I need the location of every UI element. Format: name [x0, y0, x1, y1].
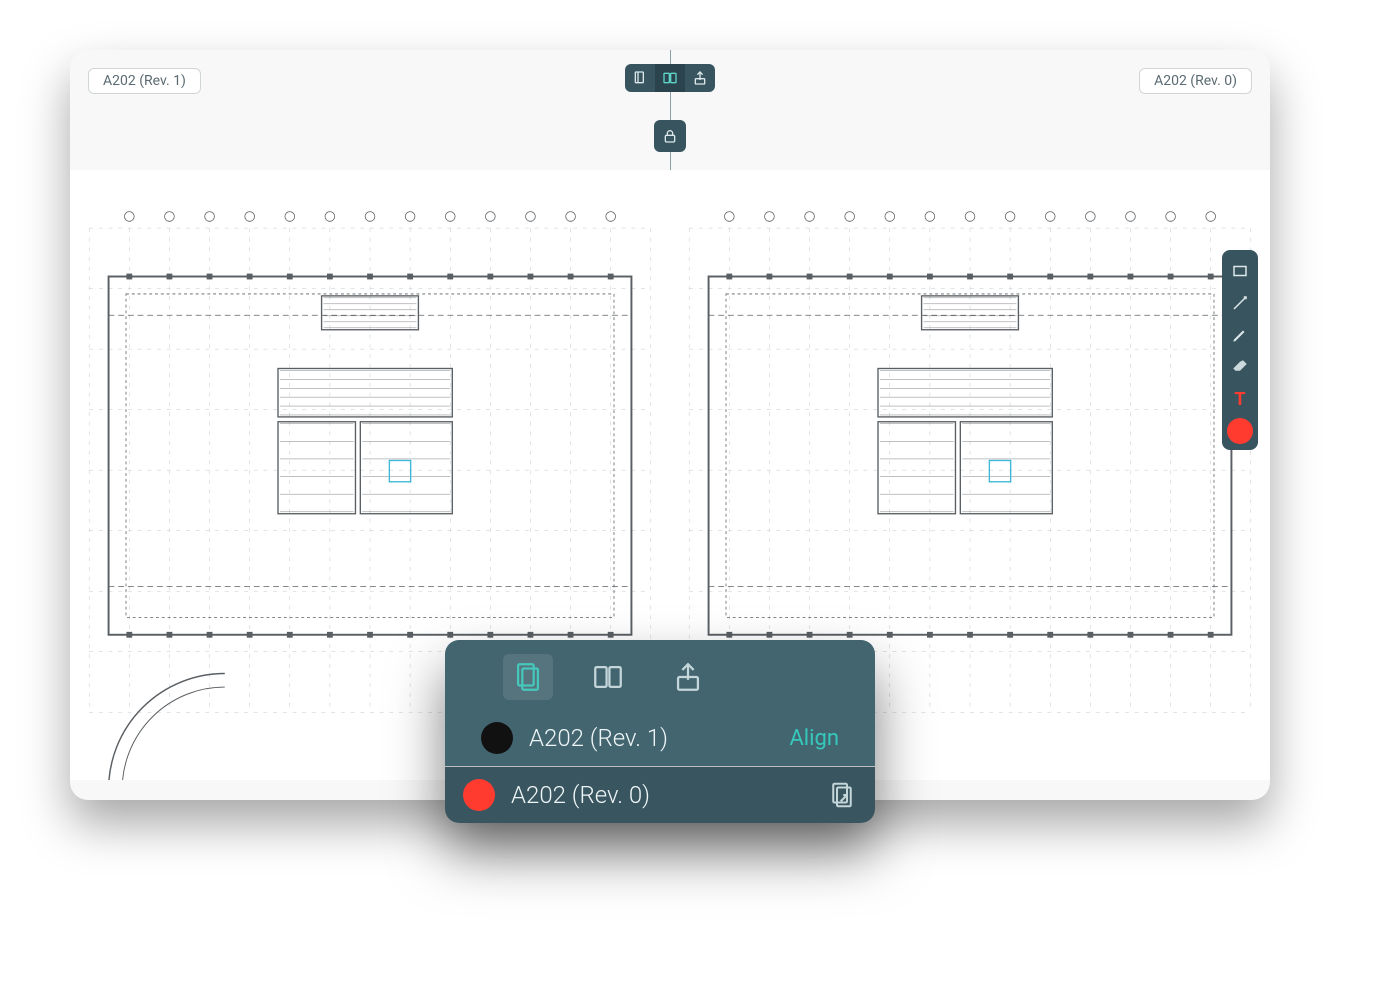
- sheet-pill-right[interactable]: A202 (Rev. 0): [1139, 68, 1252, 94]
- overlay-mode-button[interactable]: [625, 64, 655, 92]
- open-sheet-icon: [827, 780, 857, 810]
- popup-top-section: A202 (Rev. 1) Align: [445, 640, 875, 766]
- pen-tool-icon: [1231, 326, 1249, 344]
- lock-icon: [662, 128, 678, 144]
- share-icon: [671, 660, 705, 694]
- align-button[interactable]: Align: [789, 726, 839, 751]
- text-tool[interactable]: T: [1225, 384, 1255, 414]
- overlay-icon: [511, 660, 545, 694]
- color-dot-0[interactable]: [481, 722, 513, 754]
- popup-share-tab[interactable]: [663, 654, 713, 700]
- sheet-pill-right-label: A202 (Rev. 0): [1154, 73, 1237, 89]
- lock-sync-button[interactable]: [654, 120, 686, 152]
- split-icon: [591, 660, 625, 694]
- popup-overlay-tab[interactable]: [503, 654, 553, 700]
- popup-tabs: [463, 650, 857, 710]
- popup-row-1: A202 (Rev. 0): [445, 767, 875, 823]
- overlay-icon: [632, 70, 648, 86]
- eraser-tool-icon: [1231, 358, 1249, 376]
- markup-toolbar: T: [1222, 250, 1258, 450]
- popup-bottom-section: A202 (Rev. 0): [445, 767, 875, 823]
- popup-split-tab[interactable]: [583, 654, 633, 700]
- rectangle-tool-icon: [1231, 262, 1249, 280]
- rectangle-tool[interactable]: [1225, 256, 1255, 286]
- line-tool[interactable]: [1225, 288, 1255, 318]
- popup-row-0: A202 (Rev. 1) Align: [463, 710, 857, 766]
- text-tool-icon: T: [1234, 389, 1245, 410]
- sheet-pill-left-label: A202 (Rev. 1): [103, 73, 186, 89]
- color-dot-1[interactable]: [463, 779, 495, 811]
- sheet-pill-left[interactable]: A202 (Rev. 1): [88, 68, 201, 94]
- color-swatch[interactable]: [1227, 418, 1253, 444]
- share-button[interactable]: [685, 64, 715, 92]
- line-tool-icon: [1231, 294, 1249, 312]
- popup-row-1-label: A202 (Rev. 0): [511, 781, 811, 809]
- share-icon: [692, 70, 708, 86]
- open-sheet-button[interactable]: [827, 780, 857, 810]
- pen-tool[interactable]: [1225, 320, 1255, 350]
- top-toolbar: [625, 64, 715, 92]
- split-mode-button[interactable]: [655, 64, 685, 92]
- compare-icon: [662, 70, 678, 86]
- compare-popup: A202 (Rev. 1) Align A202 (Rev. 0): [445, 640, 875, 823]
- popup-row-0-label: A202 (Rev. 1): [529, 724, 773, 752]
- eraser-tool[interactable]: [1225, 352, 1255, 382]
